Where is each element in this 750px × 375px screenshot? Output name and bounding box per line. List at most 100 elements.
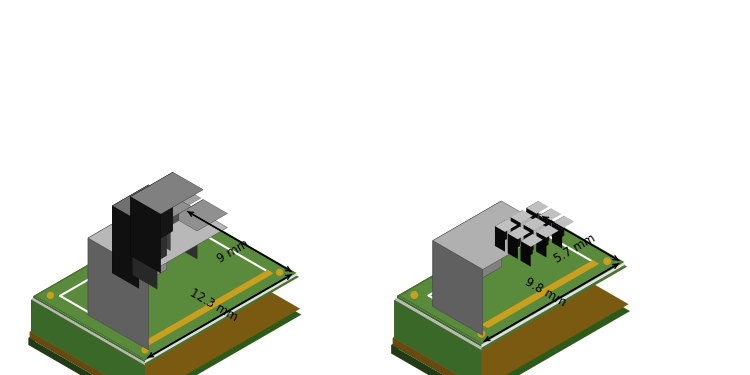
- Polygon shape: [539, 209, 562, 221]
- Text: 9.8 mm: 9.8 mm: [523, 275, 568, 309]
- Text: 12.3 mm: 12.3 mm: [188, 287, 240, 324]
- Polygon shape: [400, 215, 622, 343]
- Polygon shape: [133, 192, 191, 226]
- Polygon shape: [394, 300, 482, 375]
- Polygon shape: [394, 216, 627, 351]
- Polygon shape: [28, 338, 145, 375]
- Polygon shape: [130, 197, 160, 273]
- Polygon shape: [482, 260, 599, 328]
- Polygon shape: [133, 192, 166, 275]
- Polygon shape: [396, 215, 626, 348]
- Polygon shape: [34, 209, 185, 298]
- Polygon shape: [524, 217, 546, 230]
- Polygon shape: [130, 172, 173, 255]
- Polygon shape: [30, 242, 185, 338]
- Polygon shape: [400, 215, 540, 296]
- Circle shape: [277, 269, 283, 275]
- Polygon shape: [396, 215, 540, 300]
- Polygon shape: [482, 324, 488, 330]
- Polygon shape: [433, 241, 483, 336]
- Polygon shape: [396, 298, 482, 350]
- Polygon shape: [536, 225, 559, 238]
- Polygon shape: [88, 192, 227, 273]
- Polygon shape: [397, 213, 624, 345]
- Polygon shape: [28, 248, 302, 375]
- Polygon shape: [495, 226, 505, 252]
- Polygon shape: [520, 234, 543, 247]
- Circle shape: [142, 347, 148, 353]
- Polygon shape: [526, 201, 548, 214]
- Polygon shape: [397, 296, 482, 347]
- Polygon shape: [392, 259, 630, 375]
- Polygon shape: [495, 219, 507, 246]
- Polygon shape: [88, 238, 148, 350]
- Polygon shape: [36, 296, 145, 359]
- Polygon shape: [34, 209, 296, 360]
- Circle shape: [47, 292, 53, 298]
- Polygon shape: [112, 185, 176, 221]
- Polygon shape: [112, 206, 139, 288]
- Polygon shape: [173, 200, 203, 245]
- Polygon shape: [148, 186, 201, 216]
- Polygon shape: [495, 219, 517, 232]
- Polygon shape: [552, 216, 564, 243]
- Polygon shape: [31, 300, 145, 375]
- Text: 9 mm: 9 mm: [215, 238, 252, 266]
- Polygon shape: [524, 225, 533, 250]
- Polygon shape: [148, 186, 179, 238]
- Polygon shape: [112, 185, 148, 273]
- Polygon shape: [31, 211, 299, 366]
- Polygon shape: [130, 172, 203, 214]
- Polygon shape: [173, 200, 227, 231]
- Polygon shape: [536, 225, 548, 252]
- Polygon shape: [552, 216, 574, 229]
- Polygon shape: [392, 345, 482, 375]
- Polygon shape: [30, 242, 300, 375]
- Polygon shape: [30, 332, 145, 375]
- Polygon shape: [511, 210, 532, 223]
- Polygon shape: [433, 201, 502, 307]
- Circle shape: [411, 292, 418, 298]
- Polygon shape: [32, 210, 185, 300]
- Polygon shape: [393, 253, 628, 375]
- Polygon shape: [142, 270, 274, 345]
- Circle shape: [478, 331, 484, 337]
- Polygon shape: [36, 210, 185, 296]
- Text: 5.7 mm: 5.7 mm: [552, 232, 598, 266]
- Polygon shape: [526, 201, 538, 228]
- Circle shape: [604, 258, 610, 264]
- Polygon shape: [400, 296, 482, 343]
- Polygon shape: [520, 234, 532, 261]
- Polygon shape: [524, 217, 536, 244]
- Polygon shape: [148, 203, 170, 250]
- Polygon shape: [142, 270, 268, 344]
- Polygon shape: [36, 210, 294, 359]
- Polygon shape: [397, 213, 540, 298]
- Polygon shape: [526, 208, 536, 234]
- Polygon shape: [482, 260, 592, 326]
- Polygon shape: [536, 232, 547, 258]
- Polygon shape: [393, 338, 482, 375]
- Polygon shape: [34, 296, 145, 363]
- Polygon shape: [539, 215, 549, 241]
- Polygon shape: [392, 259, 540, 354]
- Polygon shape: [511, 210, 523, 237]
- Polygon shape: [433, 201, 551, 270]
- Polygon shape: [28, 248, 185, 345]
- Polygon shape: [520, 241, 531, 267]
- Polygon shape: [31, 211, 185, 332]
- Polygon shape: [511, 217, 520, 243]
- Polygon shape: [539, 209, 551, 235]
- Polygon shape: [88, 192, 166, 315]
- Polygon shape: [173, 217, 197, 259]
- Polygon shape: [508, 226, 530, 239]
- Polygon shape: [32, 298, 145, 365]
- Polygon shape: [32, 210, 298, 363]
- Circle shape: [182, 215, 188, 220]
- Polygon shape: [508, 226, 520, 254]
- Polygon shape: [393, 253, 540, 345]
- Polygon shape: [552, 223, 562, 248]
- Circle shape: [537, 219, 543, 226]
- Polygon shape: [142, 342, 148, 347]
- Polygon shape: [508, 234, 518, 259]
